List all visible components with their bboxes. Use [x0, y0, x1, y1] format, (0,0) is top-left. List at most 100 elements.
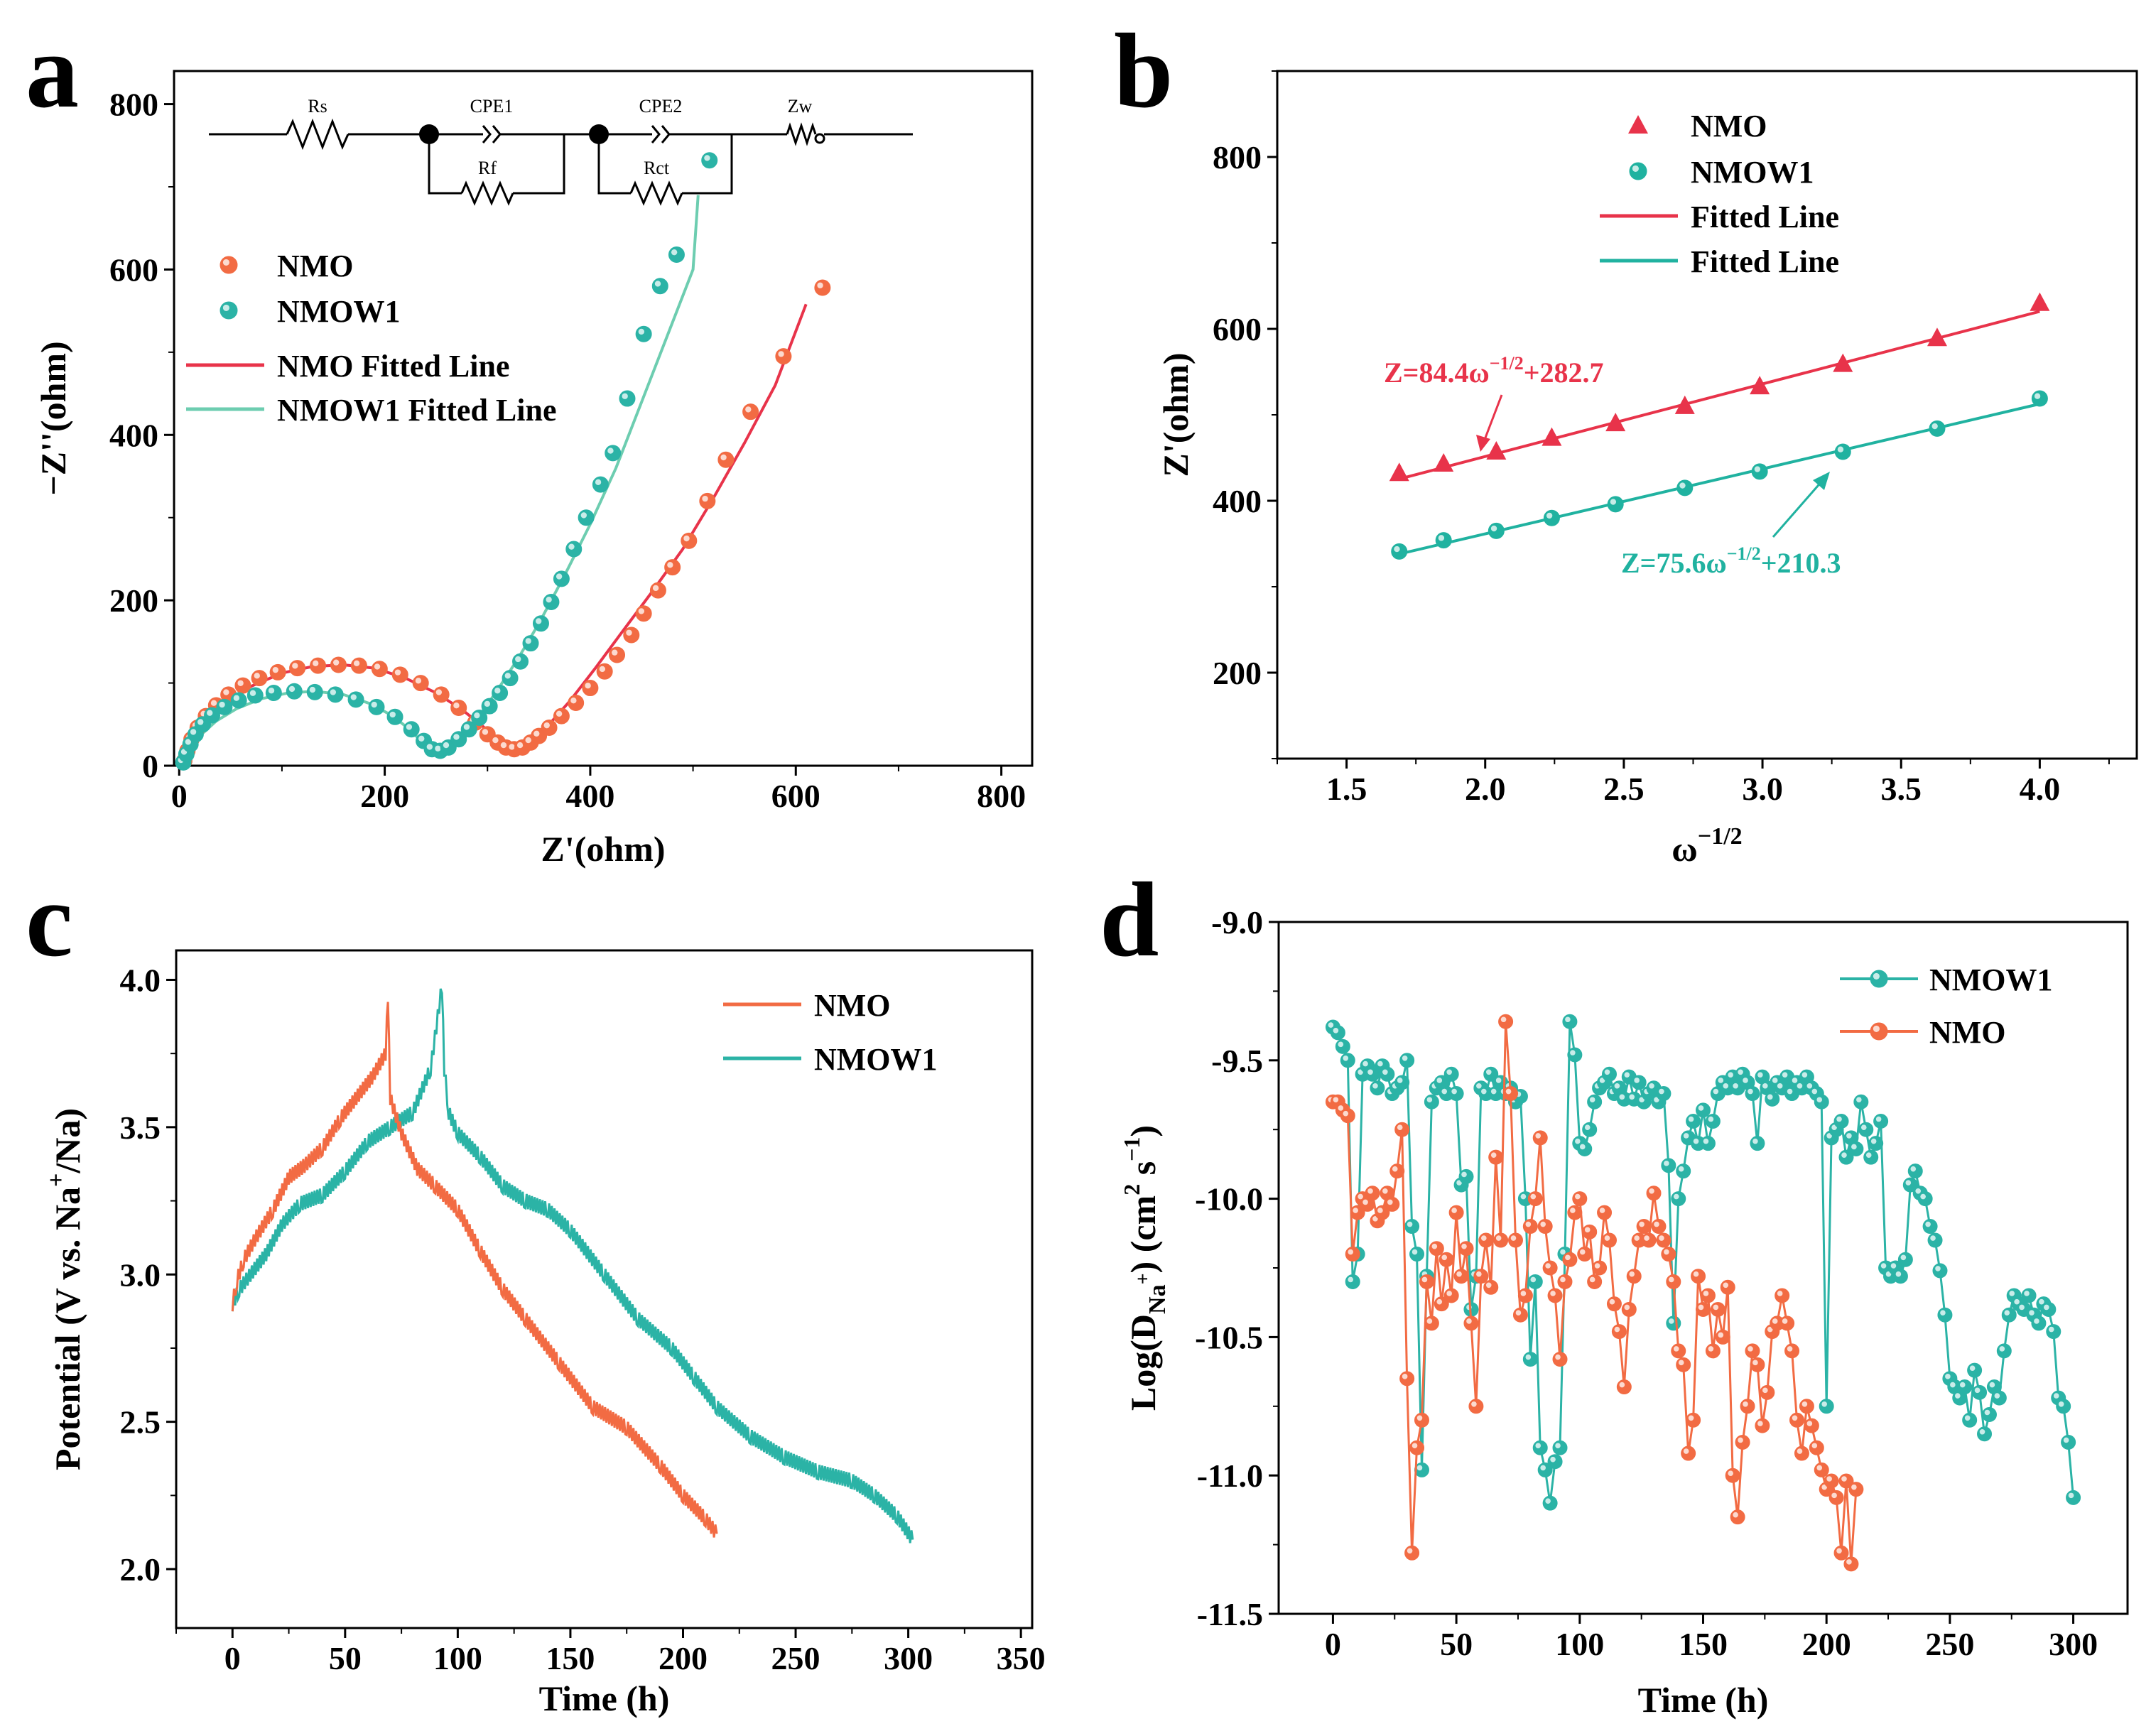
- d-nmo-point-highlight: [1728, 1470, 1733, 1476]
- d-nmo-point-highlight: [1826, 1476, 1832, 1482]
- a-nmow1-point-highlight: [515, 656, 521, 663]
- a-nmow1-point-highlight: [704, 155, 710, 161]
- d-nmow1-point-highlight: [1728, 1072, 1733, 1078]
- d-nmow1-point-highlight: [1954, 1393, 1961, 1399]
- d-nmo-point-highlight: [1589, 1276, 1595, 1283]
- d-nmow1-point: [1345, 1274, 1360, 1289]
- legend-label-nmo: NMO: [814, 988, 891, 1023]
- a-nmow1-point: [668, 246, 685, 263]
- b-equation-nmow1: Z=75.6ω−1/2+210.3: [1621, 543, 1841, 579]
- d-nmow1-point-highlight: [1935, 1266, 1941, 1271]
- b-nmow1-point: [1488, 522, 1505, 539]
- b-nmow1-point-highlight: [1394, 546, 1400, 553]
- d-nmo-point: [1641, 1232, 1657, 1248]
- d-nmow1-point: [1370, 1080, 1385, 1096]
- d-nmo-point-highlight: [1550, 1291, 1556, 1296]
- d-nmo-point: [1473, 1269, 1489, 1284]
- b-nmo-point: [1750, 376, 1770, 395]
- b-nmow1-point: [1435, 532, 1452, 549]
- d-nmow1-point: [1587, 1094, 1603, 1110]
- d-nmow1-point-highlight: [1659, 1088, 1664, 1095]
- b-nmow1-point-highlight: [1610, 499, 1617, 505]
- d-nmo-point: [1463, 1315, 1479, 1331]
- d-nmow1-point-highlight: [1777, 1083, 1783, 1089]
- d-y-label-mid2: s: [1123, 1161, 1163, 1184]
- legend-marker-nmow1: [220, 301, 238, 320]
- legend-label-nmow1-fit: NMOW1 Fitted Line: [277, 393, 557, 428]
- d-nmo-point: [1799, 1399, 1814, 1414]
- d-nmo-point-highlight: [1782, 1318, 1788, 1324]
- d-nmo-point-highlight: [1836, 1548, 1842, 1554]
- a-nmo-point-highlight: [210, 700, 217, 706]
- d-nmo-point-highlight: [1397, 1124, 1403, 1130]
- d-nmow1-point-highlight: [1979, 1428, 1985, 1435]
- d-nmow1-point-highlight: [1806, 1083, 1813, 1089]
- d-nmow1-point: [1443, 1066, 1459, 1082]
- legend-label-nmo: NMO: [277, 249, 354, 283]
- a-nmow1-point-highlight: [671, 249, 678, 256]
- d-nmo-point-highlight: [1476, 1271, 1482, 1277]
- d-nmo-point-highlight: [1358, 1193, 1363, 1200]
- b-nmow1-point: [1929, 420, 1946, 437]
- d-nmow1-point-highlight: [1451, 1088, 1457, 1095]
- d-nmo-point: [1483, 1279, 1499, 1295]
- c-x-axis-label: Time (h): [539, 1678, 670, 1718]
- d-nmow1-point-highlight: [1555, 1443, 1561, 1449]
- d-nmo-point-highlight: [1412, 1443, 1418, 1449]
- eq-base: Z=84.4ω: [1384, 357, 1490, 389]
- d-nmow1-point: [1981, 1406, 1997, 1422]
- d-nmo-point-highlight: [1535, 1133, 1542, 1139]
- d-nmo-point: [1597, 1205, 1613, 1220]
- b-nmow1-point-highlight: [1931, 423, 1938, 430]
- d-nmo-point-highlight: [1441, 1254, 1448, 1261]
- d-nmo-point: [1606, 1296, 1622, 1312]
- legend-marker-nmo: [220, 256, 238, 274]
- d-nmo-point-highlight: [1609, 1298, 1615, 1305]
- d-nmo-point-highlight: [1806, 1421, 1813, 1426]
- d-nmo-point-highlight: [1505, 1088, 1512, 1095]
- d-nmow1-point: [1601, 1066, 1617, 1082]
- d-nmow1-point: [1750, 1136, 1765, 1151]
- d-nmo-point-highlight: [1673, 1346, 1679, 1352]
- d-nmow1-point-highlight: [1362, 1060, 1368, 1067]
- d-nmow1-point-highlight: [1673, 1193, 1679, 1200]
- a-y-axis-label: −Z''(ohm): [33, 341, 73, 495]
- circuit-label-cpe2: CPE2: [639, 96, 683, 116]
- d-nmow1-point: [1676, 1163, 1691, 1179]
- d-nmo-point-highlight: [1407, 1548, 1413, 1554]
- legend-label-nmow1: NMOW1: [1929, 962, 2053, 997]
- panel-label-b: b: [1114, 12, 1173, 130]
- d-x-tick-label: 200: [1802, 1626, 1851, 1662]
- a-nmow1-point: [492, 685, 509, 702]
- d-nmo-point-highlight: [1629, 1271, 1635, 1277]
- b-x-tick-label: 4.0: [2020, 771, 2061, 807]
- d-nmo-point-highlight: [1801, 1401, 1808, 1407]
- d-nmo-point-highlight: [1693, 1271, 1699, 1277]
- d-nmo-point: [1404, 1545, 1420, 1561]
- d-nmo-point: [1750, 1357, 1765, 1372]
- a-nmo-point-highlight: [394, 669, 401, 676]
- a-nmow1-point-highlight: [207, 710, 213, 716]
- d-nmow1-point-highlight: [1994, 1393, 2000, 1399]
- d-nmo-point-highlight: [1654, 1221, 1659, 1227]
- d-nmo-point-highlight: [1387, 1199, 1393, 1205]
- d-y-tick-label: -10.0: [1195, 1181, 1263, 1217]
- d-nmow1-point-highlight: [1456, 1180, 1462, 1186]
- a-nmo-point-highlight: [435, 689, 443, 695]
- a-nmo-point-highlight: [223, 689, 229, 695]
- a-nmo-point: [681, 532, 698, 549]
- d-nmow1-point-highlight: [1358, 1069, 1363, 1075]
- d-nmow1-point-highlight: [1836, 1116, 1842, 1122]
- d-y-tick-label: -11.0: [1197, 1458, 1263, 1494]
- a-nmow1-point-highlight: [233, 695, 240, 701]
- d-nmow1-point-highlight: [1846, 1133, 1852, 1139]
- d-nmo-point: [1537, 1219, 1553, 1235]
- d-nmo-point-highlight: [1555, 1354, 1561, 1360]
- c-x-tick-label: 200: [659, 1640, 708, 1676]
- d-nmow1-point-highlight: [1407, 1221, 1413, 1227]
- d-nmo-point-highlight: [1683, 1448, 1689, 1454]
- d-nmow1-point: [1458, 1168, 1474, 1184]
- a-nmo-point-highlight: [720, 454, 727, 461]
- d-nmo-point-highlight: [1338, 1105, 1344, 1111]
- d-nmo-point: [1789, 1412, 1805, 1428]
